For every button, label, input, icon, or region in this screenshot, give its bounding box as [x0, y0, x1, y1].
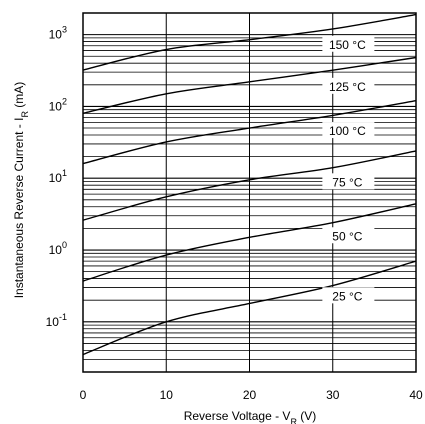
series-label-0: 25 °C [332, 289, 362, 303]
x-tick-label: 30 [326, 388, 340, 402]
series-line-3 [82, 100, 417, 165]
series-label-bg [322, 173, 375, 190]
y-tick-label: 10-1 [46, 312, 67, 329]
series-label-bg [322, 35, 375, 52]
series-label-bg [322, 227, 375, 244]
y-tick-label: 102 [49, 96, 67, 113]
series-label-4: 125 °C [329, 80, 366, 94]
series-line-1 [82, 203, 417, 282]
curve-labels: 25 °C 50 °C 75 °C 100 °C 125 °C 150 °C [322, 35, 375, 304]
series-label-1: 50 °C [332, 229, 362, 243]
y-tick-label: 101 [49, 168, 67, 185]
y-tick-label: 103 [49, 25, 67, 42]
x-axis-label: Reverse Voltage - VR (V) [184, 409, 317, 424]
series-line-4 [82, 56, 417, 115]
x-tick-label: 40 [409, 388, 423, 402]
series-label-5: 150 °C [329, 38, 366, 52]
series-label-bg [322, 287, 375, 304]
series-line-5 [82, 13, 417, 71]
x-tick-label: 20 [243, 388, 257, 402]
y-axis-label: Instantaneous Reverse Current - IR (mA) [12, 82, 30, 299]
series-line-2 [82, 150, 417, 221]
series-label-bg [322, 122, 375, 139]
plot-frame [82, 12, 417, 373]
curves [82, 13, 417, 356]
x-tick-labels: 0 10 20 30 40 [80, 388, 423, 402]
y-tick-labels: 10-1 100 101 102 103 [46, 25, 67, 329]
grid [82, 12, 417, 373]
x-tick-label: 0 [80, 388, 87, 402]
y-tick-label: 100 [49, 240, 67, 257]
x-tick-label: 10 [160, 388, 174, 402]
series-line-0 [82, 260, 417, 356]
series-label-bg [322, 77, 375, 94]
series-label-2: 75 °C [332, 175, 362, 189]
series-label-3: 100 °C [329, 124, 366, 138]
